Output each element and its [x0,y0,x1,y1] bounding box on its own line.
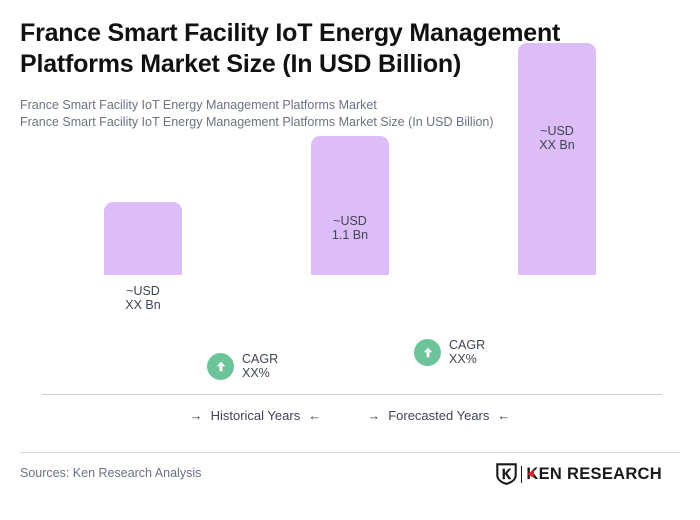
page-title: France Smart Facility IoT Energy Managem… [20,19,561,78]
bar-historical[interactable] [104,202,182,275]
bar-value-label-forecast: ~USD XX Bn [539,124,575,152]
legend-historical-years: → Historical Years ← [190,408,322,423]
legend-label-historical: Historical Years [210,408,301,423]
up-arrow-icon [414,338,441,366]
subtitle-line-2: France Smart Facility IoT Energy Managem… [20,115,494,129]
arrow-left-icon: ← [497,408,511,423]
logo-text-label: KEN RESEARCH [526,464,662,483]
cagr-annotation-forecast: CAGR XX% [414,338,485,366]
bar-base-year[interactable] [311,136,389,275]
ken-research-shield-icon [496,463,518,485]
cagr-label-forecast: CAGR XX% [449,338,486,366]
chart-header: France Smart Facility IoT Energy Managem… [20,18,660,80]
up-arrow-icon [207,352,234,380]
ken-research-logo: KEN RESEARCH [496,463,662,485]
legend-label-forecasted: Forecasted Years [388,408,490,423]
logo-divider [521,465,523,483]
logo-text: KEN RESEARCH [526,466,662,483]
arrow-right-icon: → [189,408,203,423]
period-legend: → Historical Years ← → Forecasted Years … [0,408,700,423]
cagr-annotation-historical: CAGR XX% [207,352,278,380]
cagr-label-historical: CAGR XX% [242,352,279,380]
bar-forecast[interactable] [518,43,596,275]
logo-accent-triangle-icon [527,469,535,478]
footer-divider [20,452,680,453]
subtitle-line-1: France Smart Facility IoT Energy Managem… [20,98,377,112]
legend-forecasted-years: → Forecasted Years ← [367,408,510,423]
chart-subtitle-block: France Smart Facility IoT Energy Managem… [20,97,680,131]
bar-value-label-historical: ~USD XX Bn [125,284,161,312]
chart-baseline-axis [42,394,662,395]
arrow-right-icon: → [367,408,381,423]
bar-value-label-base-year: ~USD 1.1 Bn [331,214,369,242]
sources-text: Sources: Ken Research Analysis [20,466,202,480]
arrow-left-icon: ← [308,408,322,423]
bar-chart-plot-area: ~USD XX Bn ~USD 1.1 Bn ~USD XX Bn CAGR X… [42,43,662,423]
